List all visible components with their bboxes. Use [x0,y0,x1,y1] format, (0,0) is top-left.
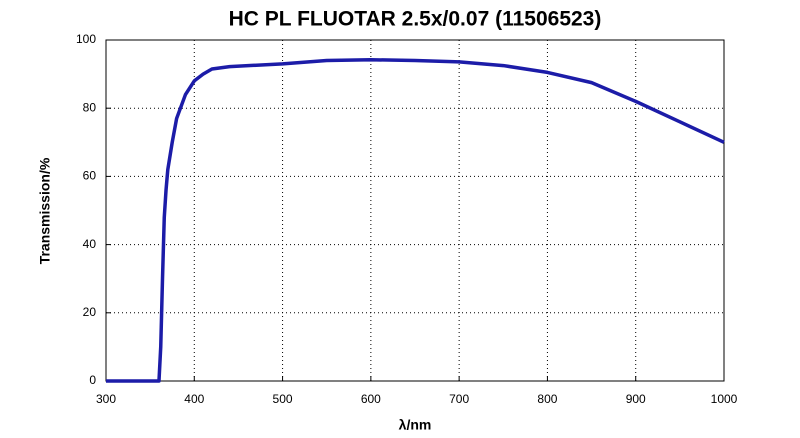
y-tick-label: 0 [89,373,96,387]
chart-title: HC PL FLUOTAR 2.5x/0.07 (11506523) [229,8,602,31]
x-tick-label: 1000 [711,392,738,406]
x-tick-label: 800 [537,392,557,406]
y-tick-label: 20 [83,305,97,319]
x-tick-label: 400 [184,392,204,406]
data-line [106,58,725,383]
x-tick-label: 600 [361,392,381,406]
x-axis-label: λ/nm [399,417,432,433]
x-tick-label: 300 [96,392,116,406]
y-tick-label: 100 [76,32,96,46]
x-tick-label: 700 [449,392,469,406]
x-tick-label: 900 [626,392,646,406]
y-tick-label: 40 [83,237,97,251]
y-tick-label: 80 [83,100,97,114]
y-tick-label: 60 [83,169,97,183]
plot-frame [105,39,725,382]
y-axis-label: Transmission/% [37,157,53,264]
x-tick-label: 500 [273,392,293,406]
